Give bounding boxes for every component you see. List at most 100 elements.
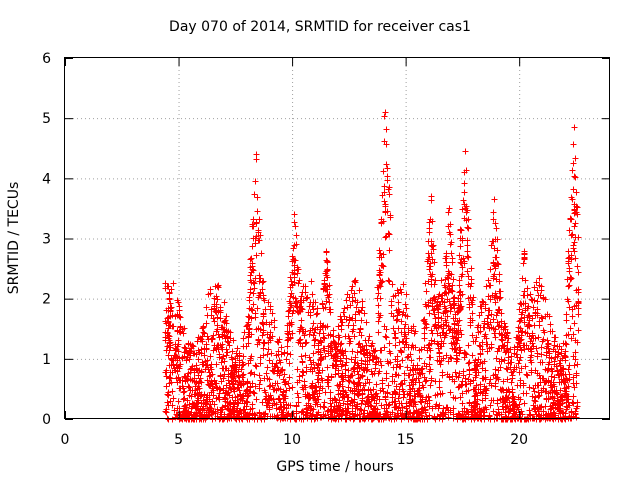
data-point — [176, 303, 183, 310]
data-point — [453, 355, 460, 362]
data-point — [436, 384, 443, 391]
data-point — [259, 320, 266, 327]
data-point — [514, 382, 521, 389]
data-point — [186, 384, 193, 391]
data-point — [275, 339, 282, 346]
y-tick-label: 4 — [42, 171, 51, 187]
data-point — [217, 372, 224, 379]
data-point — [349, 283, 356, 290]
data-point — [221, 299, 228, 306]
data-point — [264, 364, 271, 371]
data-point — [437, 361, 444, 368]
data-point — [393, 317, 400, 324]
data-point — [487, 266, 494, 273]
data-point — [359, 304, 366, 311]
data-point — [403, 305, 410, 312]
data-point — [490, 209, 497, 216]
data-point — [399, 357, 406, 364]
data-point — [380, 168, 387, 175]
data-point — [302, 339, 309, 346]
data-point — [486, 412, 493, 419]
data-point — [436, 402, 443, 409]
data-point — [575, 269, 582, 276]
data-point — [389, 281, 396, 288]
data-point — [309, 291, 316, 298]
data-point — [521, 346, 528, 353]
data-point — [551, 338, 558, 345]
data-point — [563, 341, 570, 348]
data-point — [384, 165, 391, 172]
data-point — [294, 390, 301, 397]
data-point — [345, 322, 352, 329]
data-point — [574, 399, 581, 406]
data-point — [548, 355, 555, 362]
data-point — [426, 219, 433, 226]
data-point — [267, 303, 274, 310]
data-point — [402, 301, 409, 308]
data-point — [518, 365, 525, 372]
data-point — [386, 247, 393, 254]
data-point — [509, 372, 516, 379]
data-point — [330, 327, 337, 334]
data-point — [523, 371, 530, 378]
data-point — [383, 370, 390, 377]
data-point — [491, 330, 498, 337]
data-point — [482, 404, 489, 411]
data-point — [322, 304, 329, 311]
data-point — [349, 348, 356, 355]
data-point — [299, 358, 306, 365]
data-point — [439, 372, 446, 379]
data-point — [569, 167, 576, 174]
data-point — [251, 285, 258, 292]
data-point — [479, 339, 486, 346]
data-point — [343, 355, 350, 362]
data-point — [383, 161, 390, 168]
data-point — [168, 304, 175, 311]
data-point — [398, 380, 405, 387]
data-point — [520, 390, 527, 397]
data-point — [501, 357, 508, 364]
data-point — [259, 332, 266, 339]
data-point — [575, 327, 582, 334]
data-point — [362, 337, 369, 344]
data-point — [269, 333, 276, 340]
data-point — [491, 196, 498, 203]
data-point — [462, 148, 469, 155]
data-point — [574, 263, 581, 270]
data-point — [565, 283, 572, 290]
data-point — [357, 406, 364, 413]
data-point — [226, 342, 233, 349]
data-point — [170, 280, 177, 287]
data-point — [361, 407, 368, 414]
data-point — [571, 124, 578, 131]
data-point — [391, 330, 398, 337]
data-point — [498, 336, 505, 343]
data-point — [321, 404, 328, 411]
data-point — [400, 394, 407, 401]
data-point — [570, 186, 577, 193]
data-point — [312, 336, 319, 343]
data-point — [481, 358, 488, 365]
data-point — [571, 173, 578, 180]
data-point — [383, 334, 390, 341]
data-point — [490, 316, 497, 323]
data-point — [224, 349, 231, 356]
data-point — [264, 351, 271, 358]
data-point — [376, 272, 383, 279]
data-point — [203, 320, 210, 327]
data-point — [432, 416, 439, 423]
data-point — [517, 377, 524, 384]
data-point — [383, 126, 390, 133]
data-point — [392, 342, 399, 349]
data-point — [566, 227, 573, 234]
y-tick-label: 5 — [42, 111, 51, 127]
y-tick-label: 3 — [42, 232, 51, 248]
data-point — [211, 318, 218, 325]
data-point — [386, 278, 393, 285]
data-point — [432, 277, 439, 284]
data-point — [432, 315, 439, 322]
data-point — [464, 268, 471, 275]
data-point — [281, 350, 288, 357]
data-point — [464, 248, 471, 255]
data-point — [465, 225, 472, 232]
